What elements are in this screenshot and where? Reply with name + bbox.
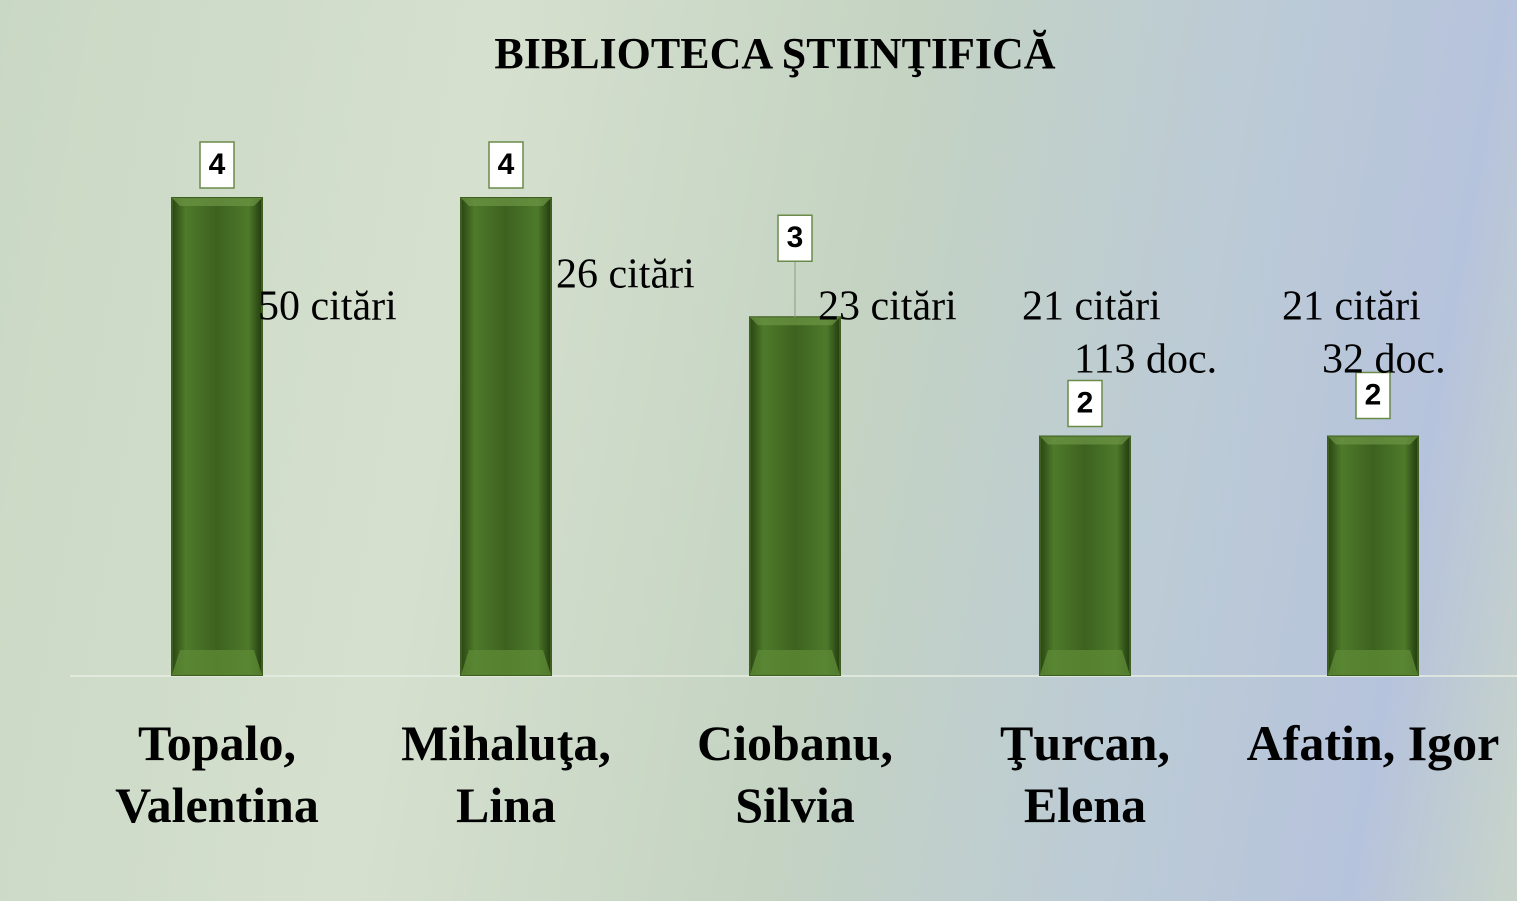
value-label-box (777, 214, 813, 262)
bar (749, 316, 841, 676)
x-tick-label: Topalo, Valentina (115, 715, 319, 833)
annotation: 113 doc. (1074, 337, 1217, 383)
value-label-box (1067, 379, 1103, 428)
annotation: 23 citări (818, 284, 957, 330)
bar-bevel (750, 317, 840, 326)
bar (171, 197, 263, 676)
bar-bevel (1328, 650, 1418, 675)
value-label: 3 (787, 221, 804, 254)
value-label-box (199, 141, 235, 189)
x-tick-label: Ţurcan, Elena (1000, 715, 1170, 833)
chart-title: BIBLIOTECA ŞTIINŢIFICĂ (494, 29, 1055, 78)
x-tick-label: Mihaluţa, Lina (401, 715, 611, 833)
bar (460, 197, 552, 676)
x-tick-label: Afatin, Igor (1246, 715, 1500, 771)
annotation: 21 citări (1282, 284, 1421, 330)
value-label: 4 (209, 148, 226, 181)
value-label-box (1355, 371, 1391, 420)
bar (1327, 435, 1419, 676)
bar-bevel (1328, 436, 1418, 445)
value-label-box (488, 141, 524, 189)
bar-bevel (172, 198, 262, 206)
bar-bevel (750, 650, 840, 675)
bar (1039, 435, 1131, 676)
value-label: 2 (1365, 378, 1382, 411)
bar-bevel (1040, 436, 1130, 445)
x-tick-label: Ciobanu, Silvia (697, 715, 893, 833)
bar-bevel (461, 198, 551, 206)
bar-bevel (172, 650, 262, 675)
annotation: 26 citări (556, 252, 695, 298)
value-label: 2 (1077, 386, 1094, 419)
value-label: 4 (498, 148, 515, 181)
bar-bevel (1040, 650, 1130, 675)
annotation: 32 doc. (1322, 337, 1446, 383)
annotation: 50 citări (258, 284, 397, 330)
bar-bevel (461, 650, 551, 675)
annotation: 21 citări (1022, 284, 1161, 330)
